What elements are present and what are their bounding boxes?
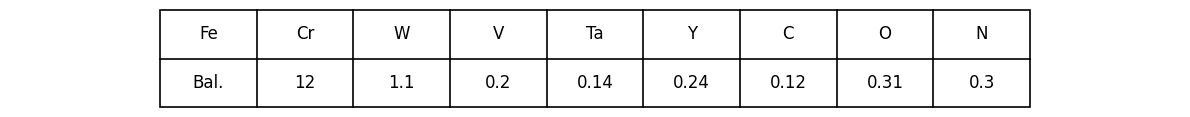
Text: Bal.: Bal.	[193, 74, 224, 92]
Text: N: N	[976, 25, 988, 43]
Text: 0.14: 0.14	[577, 74, 613, 92]
Text: 0.3: 0.3	[969, 74, 995, 92]
Text: Ta: Ta	[587, 25, 603, 43]
Bar	[159, 10, 1031, 107]
Text: 0.24: 0.24	[674, 74, 710, 92]
Text: 1.1: 1.1	[388, 74, 415, 92]
Text: Cr: Cr	[296, 25, 314, 43]
Text: Fe: Fe	[199, 25, 218, 43]
Text: Y: Y	[687, 25, 696, 43]
Text: W: W	[394, 25, 409, 43]
Text: O: O	[878, 25, 891, 43]
Text: C: C	[783, 25, 794, 43]
Text: 0.12: 0.12	[770, 74, 807, 92]
Text: V: V	[493, 25, 505, 43]
Text: 0.2: 0.2	[486, 74, 512, 92]
Text: 12: 12	[294, 74, 315, 92]
Text: 0.31: 0.31	[866, 74, 903, 92]
